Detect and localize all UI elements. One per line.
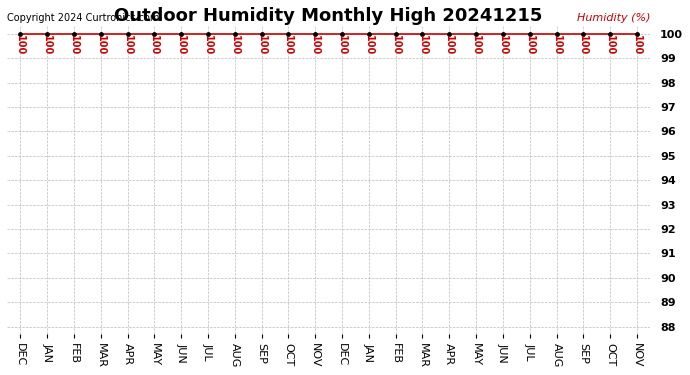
Text: 100: 100 bbox=[337, 35, 347, 55]
Text: 100: 100 bbox=[96, 35, 106, 55]
Title: Outdoor Humidity Monthly High 20241215: Outdoor Humidity Monthly High 20241215 bbox=[115, 7, 543, 25]
Text: Copyright 2024 Curtronics.com: Copyright 2024 Curtronics.com bbox=[7, 13, 159, 23]
Text: 100: 100 bbox=[42, 35, 52, 55]
Text: 100: 100 bbox=[150, 35, 159, 55]
Text: 100: 100 bbox=[284, 35, 293, 55]
Text: 100: 100 bbox=[230, 35, 240, 55]
Text: 100: 100 bbox=[310, 35, 320, 55]
Text: 100: 100 bbox=[257, 35, 266, 55]
Text: 100: 100 bbox=[524, 35, 535, 55]
Text: 100: 100 bbox=[391, 35, 401, 55]
Text: 100: 100 bbox=[632, 35, 642, 55]
Text: 100: 100 bbox=[578, 35, 589, 55]
Text: Humidity (%): Humidity (%) bbox=[577, 13, 651, 23]
Text: 100: 100 bbox=[444, 35, 454, 55]
Text: 100: 100 bbox=[605, 35, 615, 55]
Text: 100: 100 bbox=[498, 35, 508, 55]
Text: 100: 100 bbox=[551, 35, 562, 55]
Text: 100: 100 bbox=[176, 35, 186, 55]
Text: 100: 100 bbox=[417, 35, 428, 55]
Text: 100: 100 bbox=[123, 35, 132, 55]
Text: 100: 100 bbox=[203, 35, 213, 55]
Text: 100: 100 bbox=[15, 35, 26, 55]
Text: 100: 100 bbox=[364, 35, 374, 55]
Text: 100: 100 bbox=[69, 35, 79, 55]
Text: 100: 100 bbox=[471, 35, 481, 55]
